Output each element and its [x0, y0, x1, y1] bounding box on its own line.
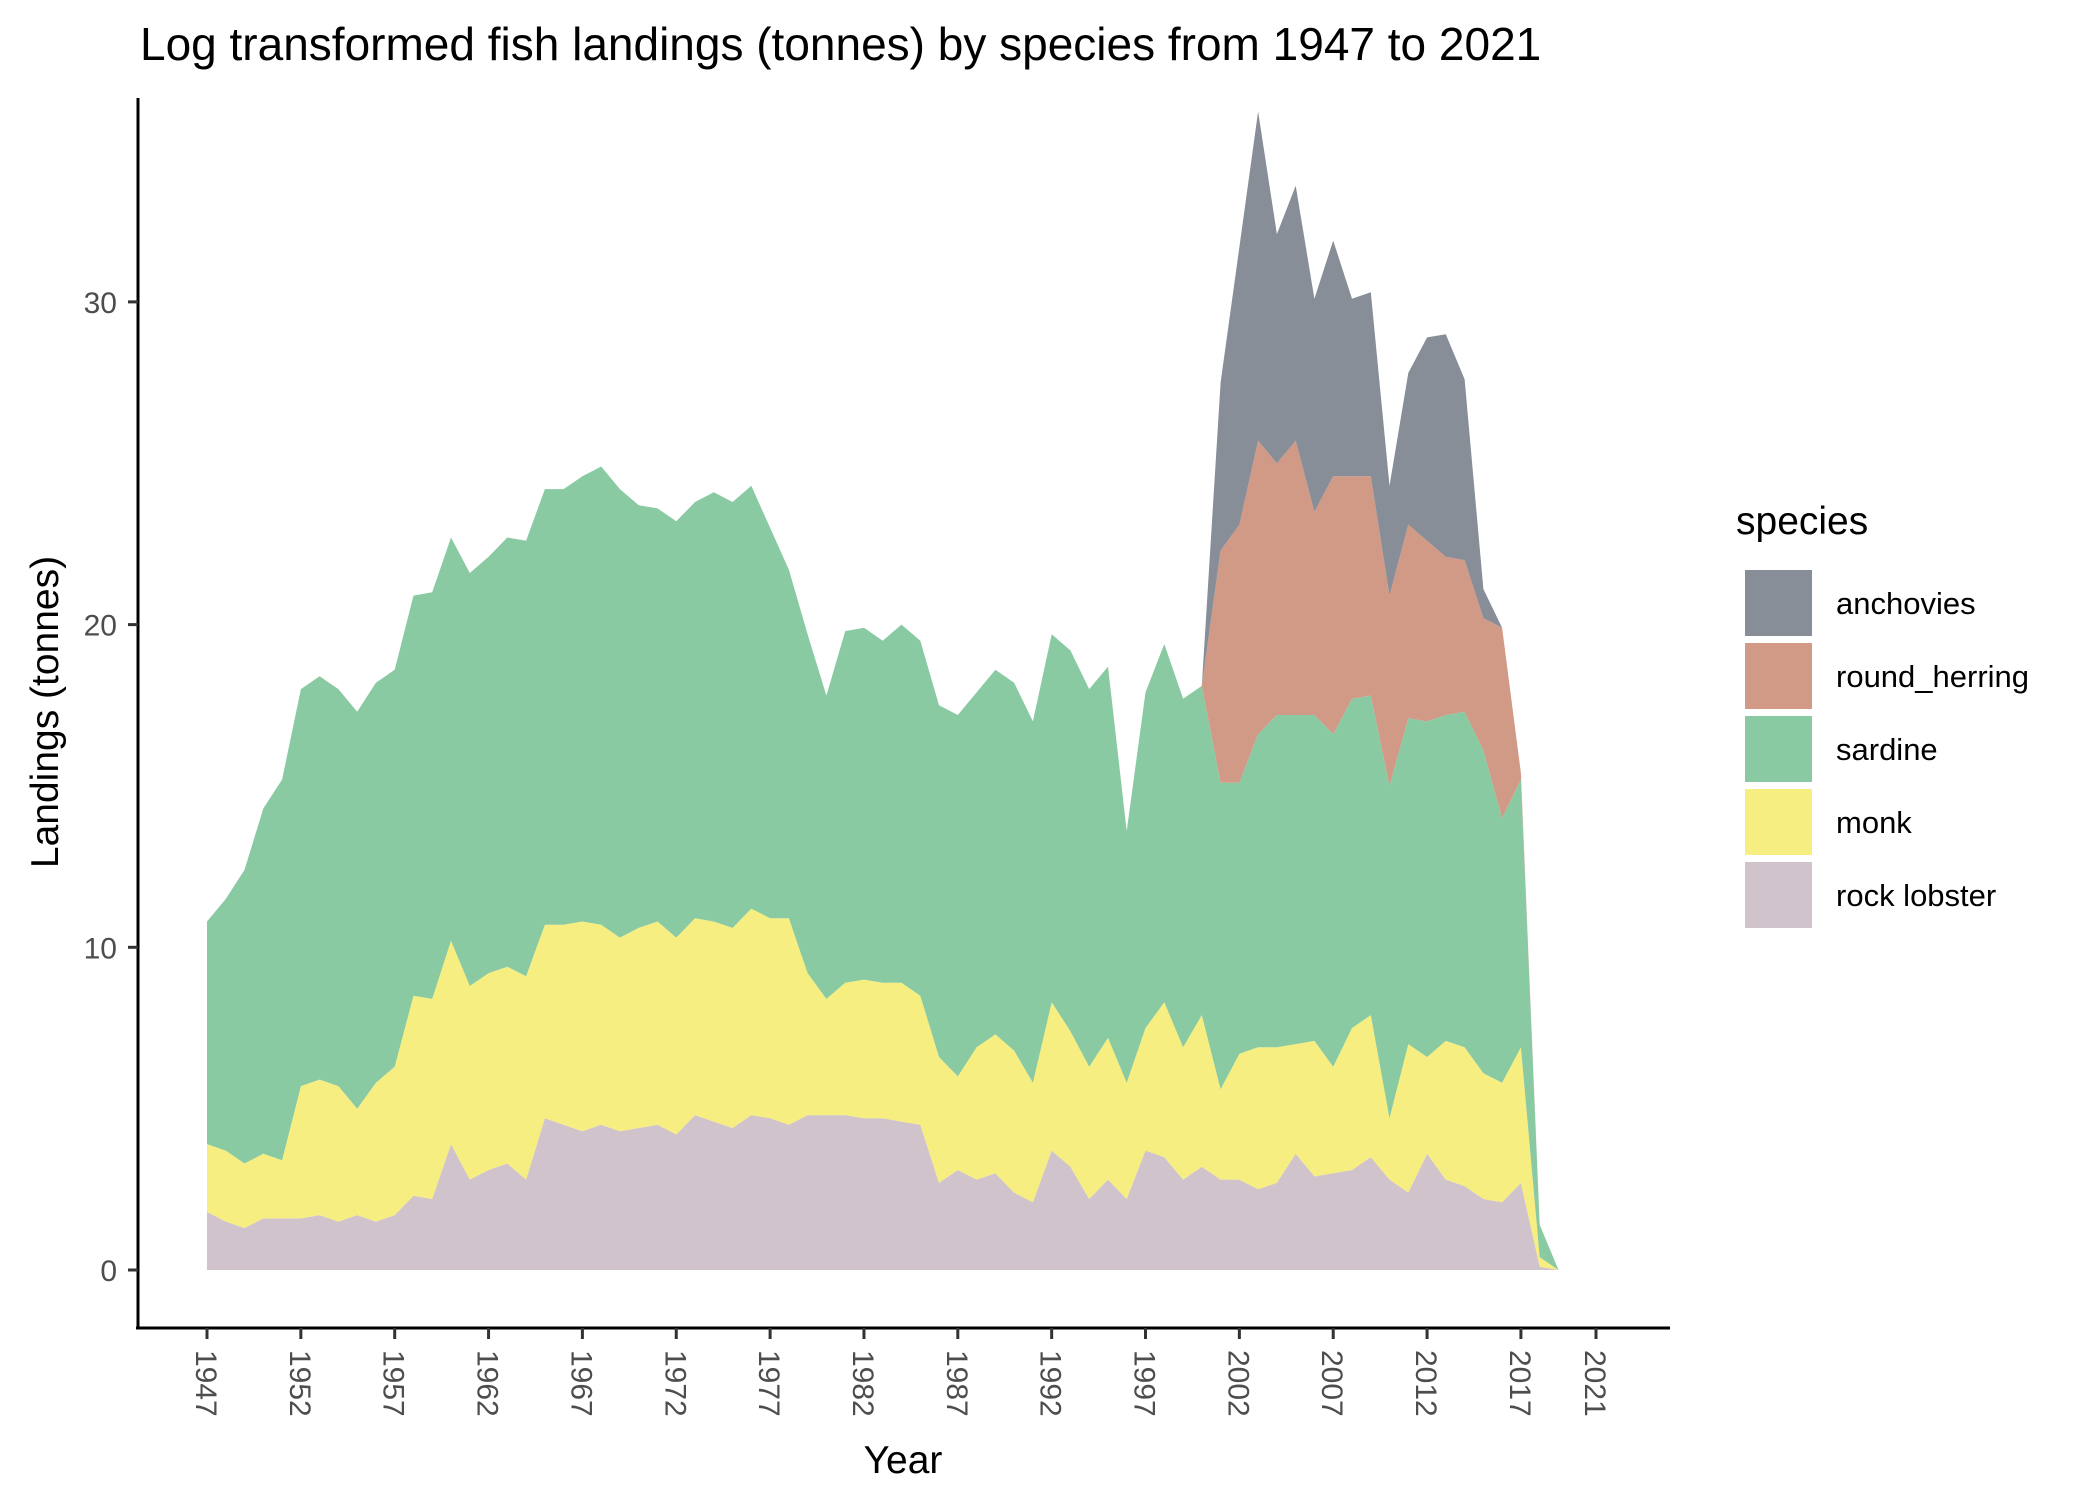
x-tick-label: 1962: [471, 1350, 504, 1417]
x-tick-label: 2017: [1503, 1350, 1536, 1417]
y-tick-label: 30: [84, 287, 117, 320]
y-axis-title: Landings (tonnes): [24, 556, 67, 868]
area-rock-lobster: [207, 1115, 1559, 1270]
x-tick-label: 2012: [1409, 1350, 1442, 1417]
area-layers: [207, 111, 1559, 1270]
x-tick-label: 1992: [1034, 1350, 1067, 1417]
y-axis: 0 10 20 30: [84, 98, 140, 1328]
legend-label: anchovies: [1836, 586, 1976, 621]
x-tick-label: 1967: [564, 1350, 597, 1417]
x-axis: 1947 1952 1957 1962 1967 1972 1977 1982 1987 1992…: [136, 1326, 1670, 1417]
legend-key: [1745, 643, 1812, 709]
area-sardine: [207, 466, 1559, 1270]
area-round-herring: [207, 440, 1559, 1270]
legend-key: [1745, 862, 1812, 928]
x-tick-label: 2007: [1315, 1350, 1348, 1417]
legend-label: monk: [1836, 805, 1912, 840]
chart-title: Log transformed fish landings (tonnes) b…: [140, 18, 1541, 70]
y-tick-label: 0: [100, 1255, 117, 1288]
x-tick-label: 1952: [283, 1350, 316, 1417]
x-tick-label: 1972: [658, 1350, 691, 1417]
x-tick-label: 1982: [846, 1350, 879, 1417]
x-tick-label: 1987: [940, 1350, 973, 1417]
y-tick-label: 20: [84, 610, 117, 643]
x-tick-label: 1977: [752, 1350, 785, 1417]
x-tick-label: 1997: [1128, 1350, 1161, 1417]
x-tick-label: 1947: [189, 1350, 222, 1417]
legend-title: species: [1736, 500, 1868, 543]
x-tick-label: 2021: [1578, 1350, 1611, 1417]
x-axis-title: Year: [864, 1439, 943, 1482]
legend-key: [1745, 789, 1812, 855]
x-tick-label: 1957: [377, 1350, 410, 1417]
legend-label: round_herring: [1836, 659, 2029, 694]
legend-key: [1745, 716, 1812, 782]
legend-label: rock lobster: [1836, 878, 1996, 913]
x-tick-label: 2002: [1221, 1350, 1254, 1417]
legend-label: sardine: [1836, 732, 1938, 767]
y-tick-label: 10: [84, 932, 117, 965]
area-monk: [207, 908, 1559, 1270]
legend-key: [1745, 570, 1812, 636]
area-anchovies: [207, 111, 1559, 1270]
